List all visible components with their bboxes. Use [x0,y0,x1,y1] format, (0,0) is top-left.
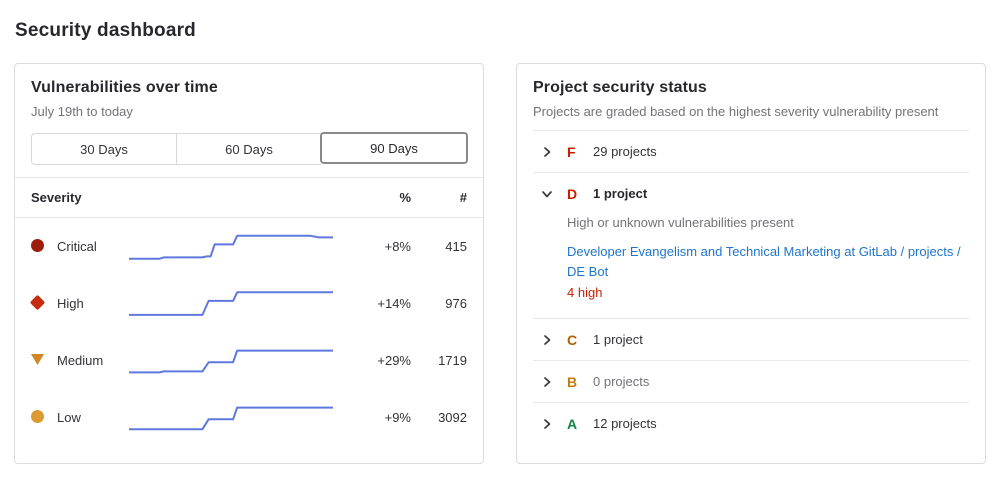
vulnerabilities-panel-title: Vulnerabilities over time [31,79,218,96]
severity-percent-change: +8% [384,239,411,254]
grade-letter-c: C [567,331,578,348]
percent-column-header: % [399,190,411,205]
severity-count: 976 [445,296,467,311]
chevron-right-icon [544,146,551,157]
grade-count-a: 12 projects [593,416,657,432]
severity-column-header: Severity [31,190,82,205]
grade-row-d[interactable]: D 1 project [533,173,969,214]
grade-item-a: A 12 projects [533,402,969,444]
range-60-days-button[interactable]: 60 Days [176,133,321,165]
severity-label: Medium [57,353,104,368]
severity-label: Critical [57,239,97,254]
date-range-toggle-group: 30 Days 60 Days 90 Days [31,132,468,165]
severity-row-high: High +14% 976 [15,275,483,332]
severity-row-low: Low +9% 3092 [15,389,483,446]
low-sparkline-chart [129,401,333,435]
severity-count: 415 [445,239,467,254]
date-range-subtitle: July 19th to today [31,104,133,119]
severity-label: High [57,296,84,311]
chevron-right-icon [544,335,551,345]
grade-letter-d: D [567,185,578,202]
grade-letter-a: A [567,415,578,432]
range-30-days-button[interactable]: 30 Days [31,133,176,165]
grade-item-c: C 1 project [533,318,969,360]
severity-count: 3092 [438,410,467,425]
vulnerability-finding-text: 4 high [567,285,603,301]
grade-item-b: B 0 projects [533,360,969,402]
chevron-down-icon [542,190,552,197]
grade-item-d: D 1 project High or unknown vulnerabilit… [533,172,969,318]
chevron-right-icon [544,419,551,429]
medium-sparkline-chart [129,344,333,378]
grade-row-c[interactable]: C 1 project [533,319,969,360]
grade-d-description: High or unknown vulnerabilities present [567,215,794,230]
severity-low-icon [31,409,44,423]
vulnerabilities-over-time-panel: Vulnerabilities over time July 19th to t… [14,63,484,464]
status-panel-title: Project security status [533,79,707,96]
critical-sparkline-chart [129,230,333,264]
severity-medium-icon [31,353,44,365]
severity-percent-change: +9% [384,410,411,425]
severity-row-critical: Critical +8% 415 [15,218,483,275]
project-link[interactable]: Developer Evangelism and Technical Marke… [567,244,961,280]
grade-row-f[interactable]: F 29 projects [533,131,969,172]
chevron-right-icon [544,377,551,387]
grade-count-b: 0 projects [593,374,650,390]
severity-row-medium: Medium +29% 1719 [15,332,483,389]
grade-row-a[interactable]: A 12 projects [533,403,969,444]
grade-letter-f: F [567,143,576,160]
grade-d-expanded-content: High or unknown vulnerabilities present … [533,214,969,318]
severity-table-header: Severity % # [15,177,483,218]
grade-letter-b: B [567,373,578,390]
severity-label: Low [57,410,81,425]
grade-row-b[interactable]: B 0 projects [533,361,969,402]
page-title: Security dashboard [15,20,196,41]
grade-count-c: 1 project [593,332,643,348]
grade-item-f: F 29 projects [533,130,969,172]
status-panel-subtitle: Projects are graded based on the highest… [533,104,939,119]
range-90-days-button[interactable]: 90 Days [320,132,468,164]
severity-percent-change: +14% [377,296,411,311]
project-grade-list: F 29 projects D 1 project High or unknow… [517,130,985,444]
count-column-header: # [459,190,467,205]
severity-percent-change: +29% [377,353,411,368]
grade-count-d: 1 project [593,186,648,201]
high-sparkline-chart [129,287,333,321]
severity-critical-icon [31,238,44,252]
severity-high-icon [29,294,46,311]
project-security-status-panel: Project security status Projects are gra… [516,63,986,464]
grade-count-f: 29 projects [593,144,657,159]
severity-count: 1719 [438,353,467,368]
